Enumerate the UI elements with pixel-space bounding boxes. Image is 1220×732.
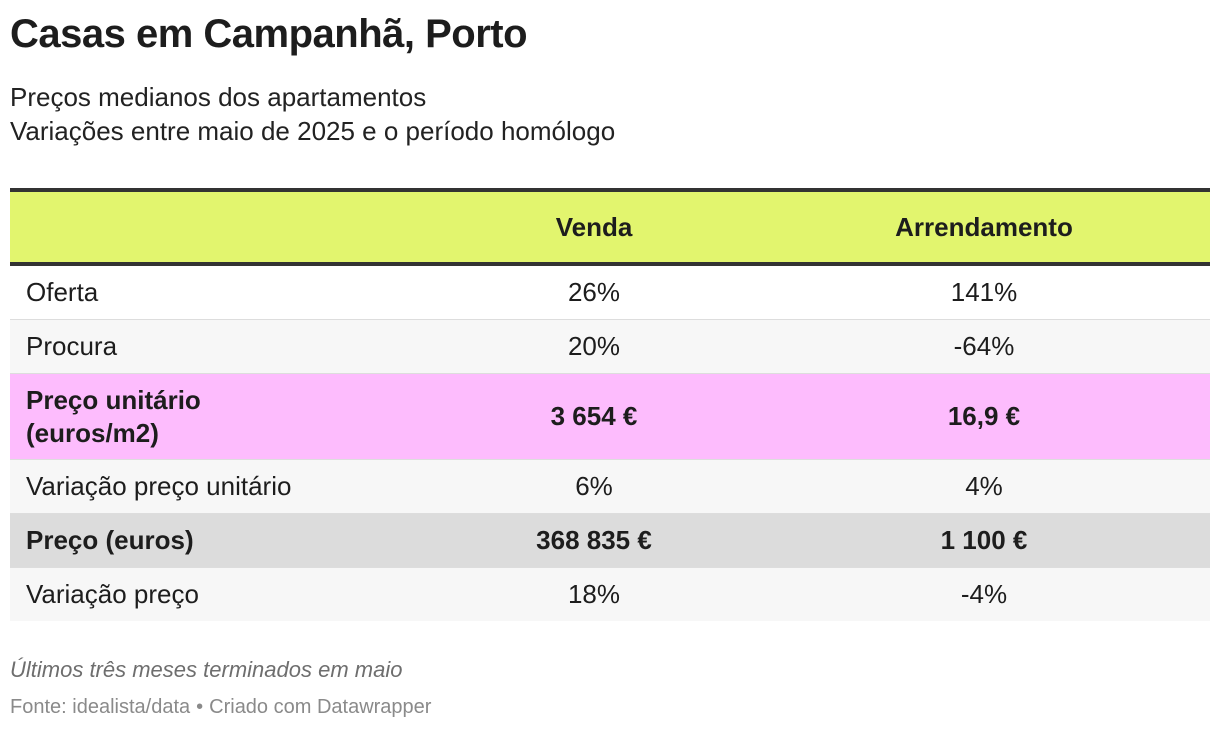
data-table: Venda Arrendamento Oferta 26% 141% Procu… [10, 188, 1210, 621]
cell-venda: 3 654 € [350, 373, 758, 460]
row-label: Preço (euros) [10, 513, 350, 568]
row-label: Oferta [10, 264, 350, 320]
row-label: Variação preço unitário [10, 459, 350, 514]
cell-arrendamento: -64% [758, 319, 1210, 374]
chart-title: Casas em Campanhã, Porto [10, 12, 528, 56]
row-label: Preço unitário (euros/m2) [10, 373, 350, 460]
header-empty [10, 188, 350, 266]
credit-label: Criado com Datawrapper [209, 696, 432, 718]
cell-venda: 6% [350, 459, 758, 514]
cell-venda: 20% [350, 319, 758, 374]
chart-notes: Últimos três meses terminados em maio [10, 657, 403, 682]
row-label-line2: (euros/m2) [26, 417, 159, 448]
table-row-procura: Procura 20% -64% [10, 319, 1210, 374]
cell-arrendamento: 16,9 € [758, 373, 1210, 460]
chart-subtitle-line2: Variações entre maio de 2025 e o período… [10, 116, 616, 146]
source-label: Fonte: idealista/data [10, 696, 191, 718]
header-arrendamento: Arrendamento [758, 188, 1210, 266]
table-row-preco-unitario: Preço unitário (euros/m2) 3 654 € 16,9 € [10, 373, 1210, 460]
row-label: Procura [10, 319, 350, 374]
row-label: Variação preço [10, 567, 350, 621]
source-separator: • [196, 696, 204, 718]
cell-arrendamento: 1 100 € [758, 513, 1210, 568]
table-row-oferta: Oferta 26% 141% [10, 264, 1210, 320]
table-header-row: Venda Arrendamento [10, 188, 1210, 266]
cell-venda: 368 835 € [350, 513, 758, 568]
chart-subtitle-line1: Preços medianos dos apartamentos [10, 82, 427, 112]
table-row-variacao-preco-unitario: Variação preço unitário 6% 4% [10, 459, 1210, 514]
cell-venda: 26% [350, 264, 758, 320]
chart-source: Fonte: idealista/data • Criado com Datawra… [10, 696, 431, 719]
table-row-variacao-preco: Variação preço 18% -4% [10, 567, 1210, 621]
cell-arrendamento: 141% [758, 264, 1210, 320]
header-venda: Venda [350, 188, 758, 266]
row-label-line1: Preço unitário [26, 384, 201, 415]
cell-arrendamento: 4% [758, 459, 1210, 514]
cell-arrendamento: -4% [758, 567, 1210, 621]
cell-venda: 18% [350, 567, 758, 621]
table-row-preco: Preço (euros) 368 835 € 1 100 € [10, 513, 1210, 568]
